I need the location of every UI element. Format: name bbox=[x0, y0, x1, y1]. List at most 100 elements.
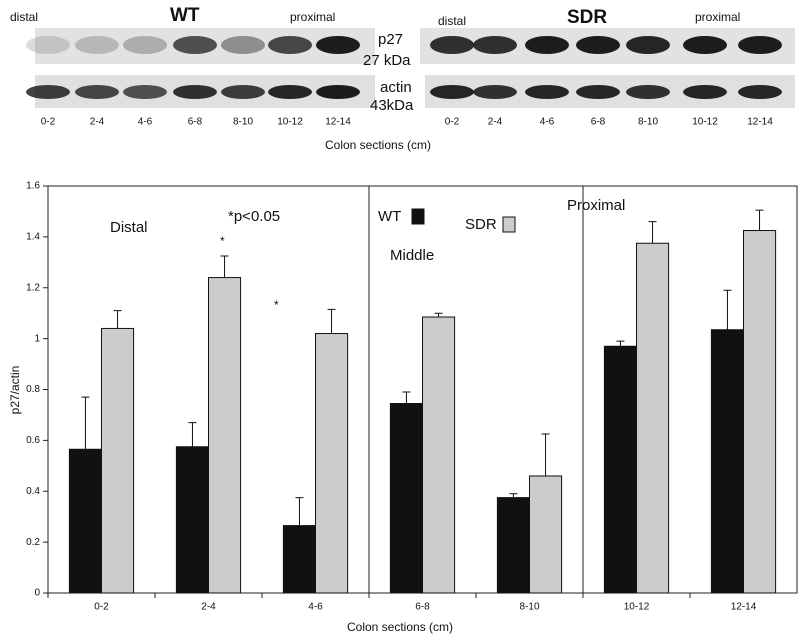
legend-swatch bbox=[411, 208, 425, 225]
y-tick-label: 0.8 bbox=[26, 384, 40, 395]
bar bbox=[529, 475, 563, 594]
error-bar bbox=[81, 396, 90, 450]
blot-title: SDR bbox=[567, 7, 607, 28]
error-bar bbox=[113, 310, 122, 329]
bar bbox=[710, 329, 745, 594]
y-tick-label: 0.6 bbox=[26, 435, 40, 446]
bar bbox=[496, 497, 530, 594]
error-bar bbox=[188, 422, 197, 447]
y-tick-label: 1.6 bbox=[26, 181, 40, 192]
bar bbox=[603, 345, 638, 594]
blot-band bbox=[738, 85, 782, 99]
blot-band bbox=[26, 36, 70, 54]
annotation: Distal bbox=[110, 219, 148, 236]
error-bar bbox=[755, 209, 764, 231]
bar bbox=[68, 448, 102, 594]
blot-band bbox=[221, 85, 265, 99]
blot-label: proximal bbox=[290, 10, 335, 24]
bar bbox=[175, 446, 209, 594]
blot-band bbox=[525, 85, 569, 99]
lane-label: 4-6 bbox=[540, 117, 555, 128]
blot-band bbox=[626, 36, 670, 54]
y-tick-label: 1.4 bbox=[26, 232, 40, 243]
blot-band bbox=[430, 36, 474, 54]
blot-band bbox=[430, 85, 474, 99]
y-axis-label: p27/actin bbox=[8, 366, 22, 415]
legend-swatch bbox=[502, 216, 516, 233]
lane-label: 10-12 bbox=[277, 117, 303, 128]
annotation: Proximal bbox=[567, 197, 625, 214]
lane-label: 0-2 bbox=[445, 117, 460, 128]
blot-band bbox=[268, 85, 312, 99]
bar bbox=[315, 333, 349, 594]
y-tick-label: 0.2 bbox=[26, 537, 40, 548]
error-bar bbox=[509, 493, 518, 498]
lane-label: 10-12 bbox=[692, 117, 718, 128]
x-tick-label: 10-12 bbox=[624, 602, 650, 613]
x-tick-label: 6-8 bbox=[415, 602, 430, 613]
bar bbox=[208, 277, 242, 594]
blot-title: WT bbox=[170, 5, 200, 26]
lane-label: 12-14 bbox=[747, 117, 773, 128]
blot-band bbox=[473, 36, 517, 54]
blot-band bbox=[683, 85, 727, 99]
bar bbox=[101, 327, 135, 594]
bar bbox=[636, 242, 670, 594]
blot-label: p27 bbox=[378, 31, 403, 48]
x-tick-label: 4-6 bbox=[308, 602, 323, 613]
blot-label: proximal bbox=[695, 10, 740, 24]
error-bar bbox=[434, 312, 443, 318]
blot-band bbox=[123, 36, 167, 54]
bar bbox=[743, 230, 777, 594]
blot-label: distal bbox=[438, 14, 466, 28]
blot-band bbox=[221, 36, 265, 54]
y-tick-label: 1 bbox=[34, 333, 40, 344]
bar bbox=[422, 316, 456, 594]
blot-band bbox=[26, 85, 70, 99]
blot-band bbox=[738, 36, 782, 54]
blot-band bbox=[123, 85, 167, 99]
annotation: *p<0.05 bbox=[228, 208, 280, 225]
lane-label: 8-10 bbox=[638, 117, 658, 128]
error-bar bbox=[723, 289, 732, 330]
blot-band bbox=[683, 36, 727, 54]
x-tick-label: 2-4 bbox=[201, 602, 216, 613]
error-bar bbox=[220, 255, 229, 278]
blot-label: actin bbox=[380, 79, 412, 96]
legend-label: SDR bbox=[465, 216, 497, 233]
blot-band bbox=[75, 85, 119, 99]
blot-band bbox=[268, 36, 312, 54]
error-bar bbox=[648, 221, 657, 244]
error-bar bbox=[616, 340, 625, 347]
blot-label: distal bbox=[10, 10, 38, 24]
blot-band bbox=[316, 36, 360, 54]
x-tick-label: 8-10 bbox=[519, 602, 539, 613]
annotation: * bbox=[220, 234, 225, 248]
error-bar bbox=[327, 308, 336, 334]
legend-label: WT bbox=[378, 208, 401, 225]
blot-band bbox=[525, 36, 569, 54]
y-tick-label: 0 bbox=[34, 588, 40, 599]
y-tick-label: 1.2 bbox=[26, 282, 40, 293]
blot-band bbox=[576, 36, 620, 54]
blot-label: 27 kDa bbox=[363, 52, 411, 69]
error-bar bbox=[295, 497, 304, 526]
blot-band bbox=[626, 85, 670, 99]
lane-label: 6-8 bbox=[591, 117, 606, 128]
blot-xlabel: Colon sections (cm) bbox=[325, 138, 431, 152]
lane-label: 8-10 bbox=[233, 117, 253, 128]
x-tick-label: 12-14 bbox=[731, 602, 757, 613]
x-axis-label: Colon sections (cm) bbox=[347, 620, 453, 634]
x-tick-label: 0-2 bbox=[94, 602, 109, 613]
blot-band bbox=[473, 85, 517, 99]
blot-label: 43kDa bbox=[370, 97, 414, 114]
annotation: * bbox=[274, 298, 279, 312]
lane-label: 0-2 bbox=[41, 117, 56, 128]
lane-label: 6-8 bbox=[188, 117, 203, 128]
bar bbox=[282, 525, 316, 594]
lane-label: 2-4 bbox=[488, 117, 503, 128]
blot-band bbox=[75, 36, 119, 54]
y-tick-label: 0.4 bbox=[26, 486, 40, 497]
blot-band bbox=[173, 85, 217, 99]
